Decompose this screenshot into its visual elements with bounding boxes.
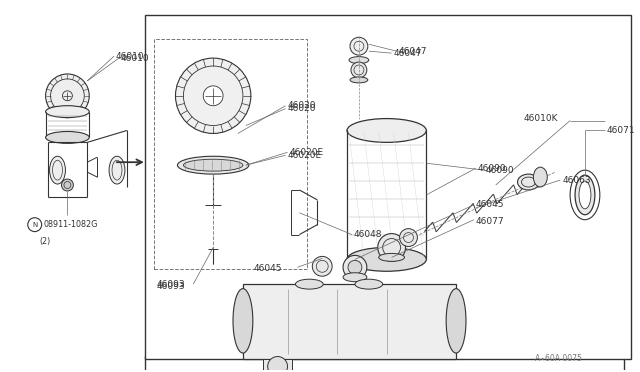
Bar [263,359,292,372]
Ellipse shape [347,247,426,271]
Ellipse shape [349,57,369,64]
Text: 46020E: 46020E [289,148,324,157]
Text: A∙60A 0075: A∙60A 0075 [536,354,582,363]
Ellipse shape [45,131,89,143]
Ellipse shape [379,253,404,262]
Circle shape [350,37,368,55]
Text: 46045: 46045 [476,201,504,209]
Text: 46063: 46063 [562,176,591,185]
Ellipse shape [45,106,89,118]
Circle shape [312,256,332,276]
Circle shape [268,356,287,372]
Text: 46020E: 46020E [287,151,322,160]
Text: 46010: 46010 [116,52,145,61]
Ellipse shape [575,175,595,215]
Ellipse shape [177,156,249,174]
Text: 46047: 46047 [399,46,427,56]
Circle shape [348,260,362,274]
Ellipse shape [355,279,383,289]
Text: 46020: 46020 [287,104,316,113]
Text: 46010: 46010 [121,54,150,62]
Circle shape [175,58,251,134]
Bar [145,16,630,359]
Circle shape [343,256,367,279]
Text: 46077: 46077 [476,217,504,226]
Text: 46090: 46090 [486,166,515,174]
Ellipse shape [350,77,368,83]
Circle shape [351,62,367,78]
Ellipse shape [233,289,253,353]
Bar [154,39,307,269]
Ellipse shape [184,159,243,171]
Ellipse shape [49,156,65,184]
Ellipse shape [296,279,323,289]
Circle shape [378,234,406,262]
Ellipse shape [446,289,466,353]
Text: 46045: 46045 [254,264,282,273]
Circle shape [204,86,223,106]
Text: (2): (2) [40,237,51,246]
Bar [243,284,456,359]
Text: 46047: 46047 [394,49,422,58]
Text: 46093: 46093 [157,280,185,289]
Text: 46090: 46090 [478,164,506,173]
Circle shape [45,74,89,118]
Bar [145,356,624,372]
Circle shape [399,229,417,247]
Text: N: N [32,222,37,228]
Ellipse shape [343,273,367,282]
Text: 46071: 46071 [607,126,636,135]
Text: 46020: 46020 [287,101,316,110]
Ellipse shape [109,156,125,184]
Ellipse shape [518,174,540,190]
Text: 08911-1082G: 08911-1082G [44,220,98,229]
Text: 46048: 46048 [354,230,383,239]
Ellipse shape [347,119,426,142]
Ellipse shape [533,167,547,187]
Text: 46093: 46093 [157,282,185,291]
Circle shape [61,179,74,191]
Text: 46010K: 46010K [524,114,558,123]
Ellipse shape [579,181,591,209]
